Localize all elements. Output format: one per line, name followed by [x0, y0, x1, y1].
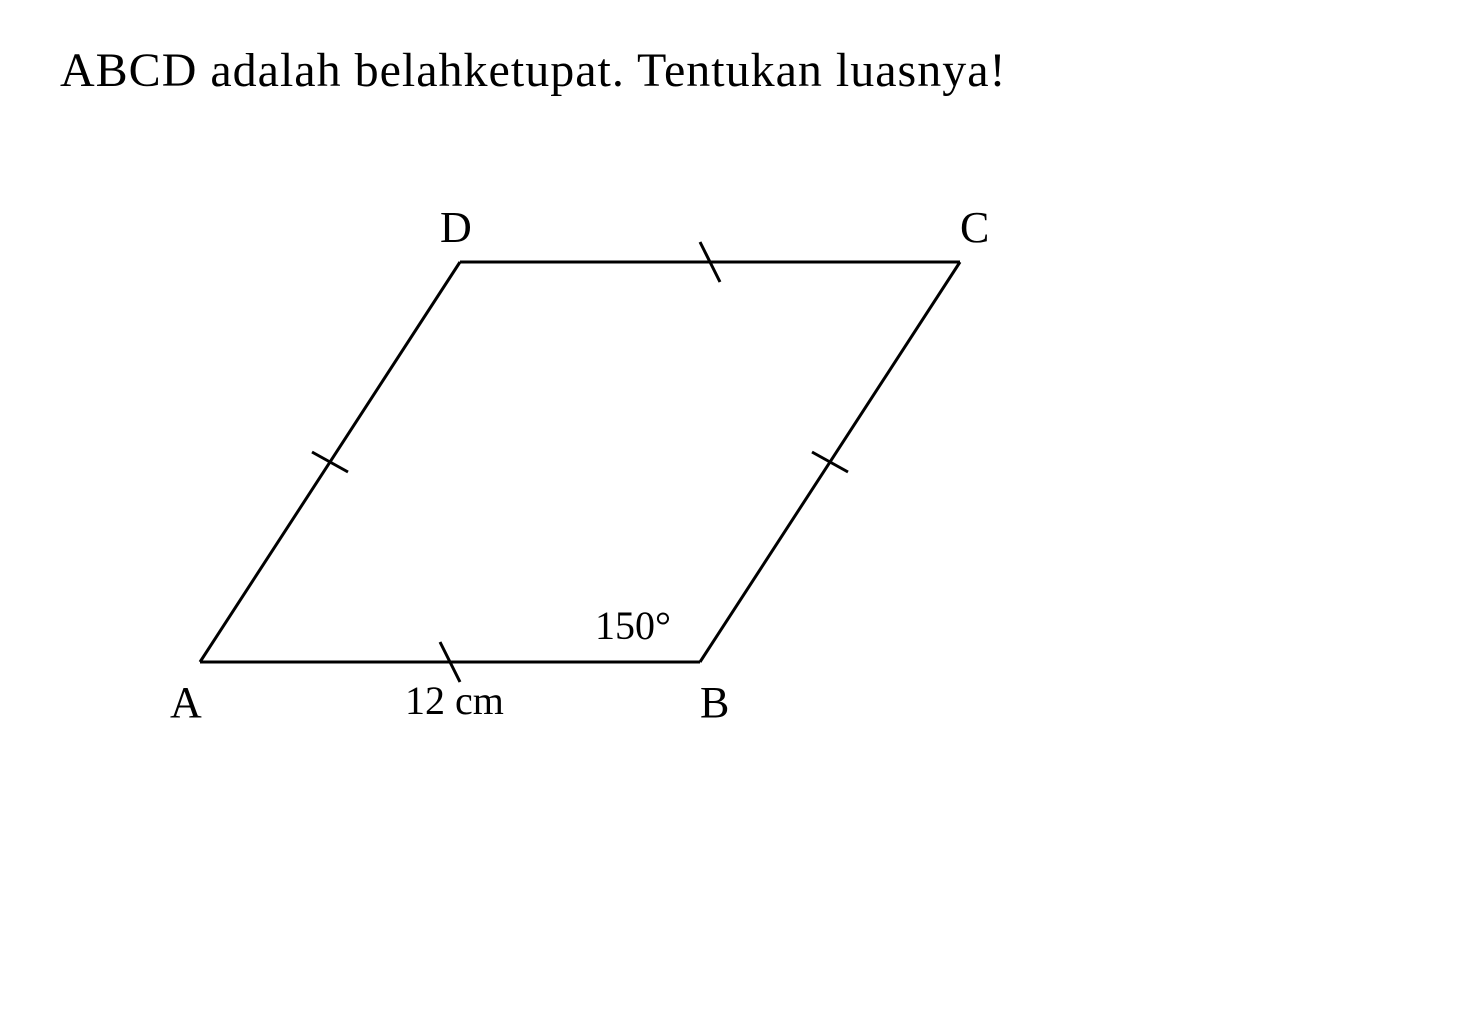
side-length-label: 12 cm	[405, 677, 504, 724]
tick-bc	[812, 452, 848, 472]
problem-statement: ABCD adalah belahketupat. Tentukan luasn…	[60, 40, 1401, 102]
vertex-label-b: B	[700, 677, 729, 728]
rhombus-svg	[140, 182, 1040, 782]
rhombus-diagram: A B C D 150° 12 cm	[140, 182, 1040, 782]
tick-da	[312, 452, 348, 472]
vertex-label-c: C	[960, 202, 989, 253]
vertex-label-a: A	[170, 677, 202, 728]
vertex-label-d: D	[440, 202, 472, 253]
angle-label: 150°	[595, 602, 671, 649]
